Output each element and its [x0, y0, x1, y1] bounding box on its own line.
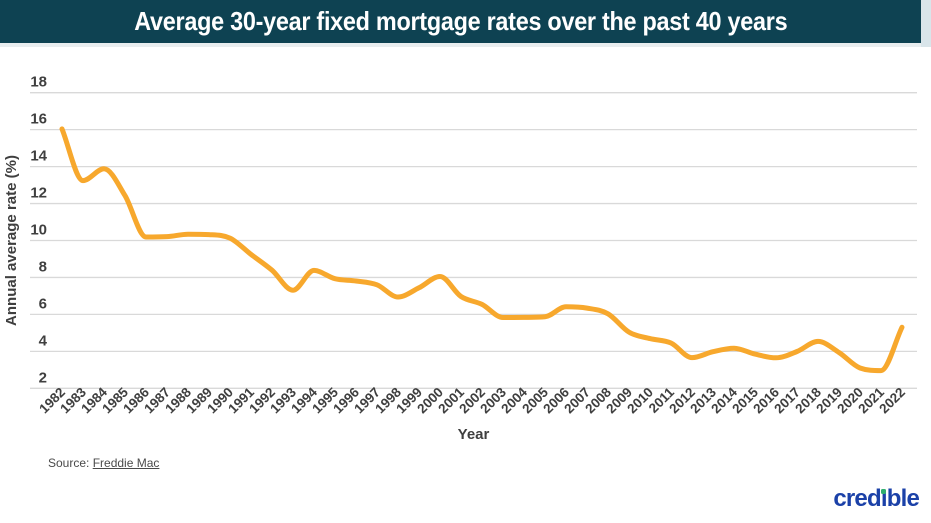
y-tick-label: 16	[30, 111, 47, 128]
logo-letter-i: ı	[880, 485, 888, 512]
y-tick-label: 12	[30, 185, 47, 202]
credible-logo[interactable]: credı ble	[833, 485, 920, 512]
logo-i-stem: ı	[880, 485, 888, 512]
x-axis-title: Year	[458, 426, 490, 443]
source-link[interactable]: Freddie Mac	[92, 456, 160, 470]
logo-text-prefix: cred	[833, 485, 881, 512]
source-label: Source:	[48, 456, 90, 470]
y-axis-title: Annual average rate (%)	[3, 155, 20, 326]
chart-title: Average 30-year fixed mortgage rates ove…	[133, 6, 788, 36]
banner-right-strip	[921, 0, 931, 47]
banner-bottom-strip	[0, 43, 921, 47]
y-tick-label: 10	[30, 222, 47, 239]
y-tick-label: 14	[30, 148, 47, 165]
y-tick-label: 8	[39, 258, 47, 275]
chart-title-banner: Average 30-year fixed mortgage rates ove…	[0, 0, 921, 43]
y-tick-label: 6	[39, 295, 47, 312]
logo-green-dot-icon	[881, 489, 887, 494]
rate-line	[59, 126, 905, 374]
y-tick-label: 18	[30, 74, 47, 91]
y-tick-label: 2	[39, 369, 47, 386]
logo-text-suffix: ble	[886, 485, 920, 512]
source-note: Source: Freddie Mac	[48, 456, 159, 470]
y-tick-label: 4	[39, 332, 48, 349]
